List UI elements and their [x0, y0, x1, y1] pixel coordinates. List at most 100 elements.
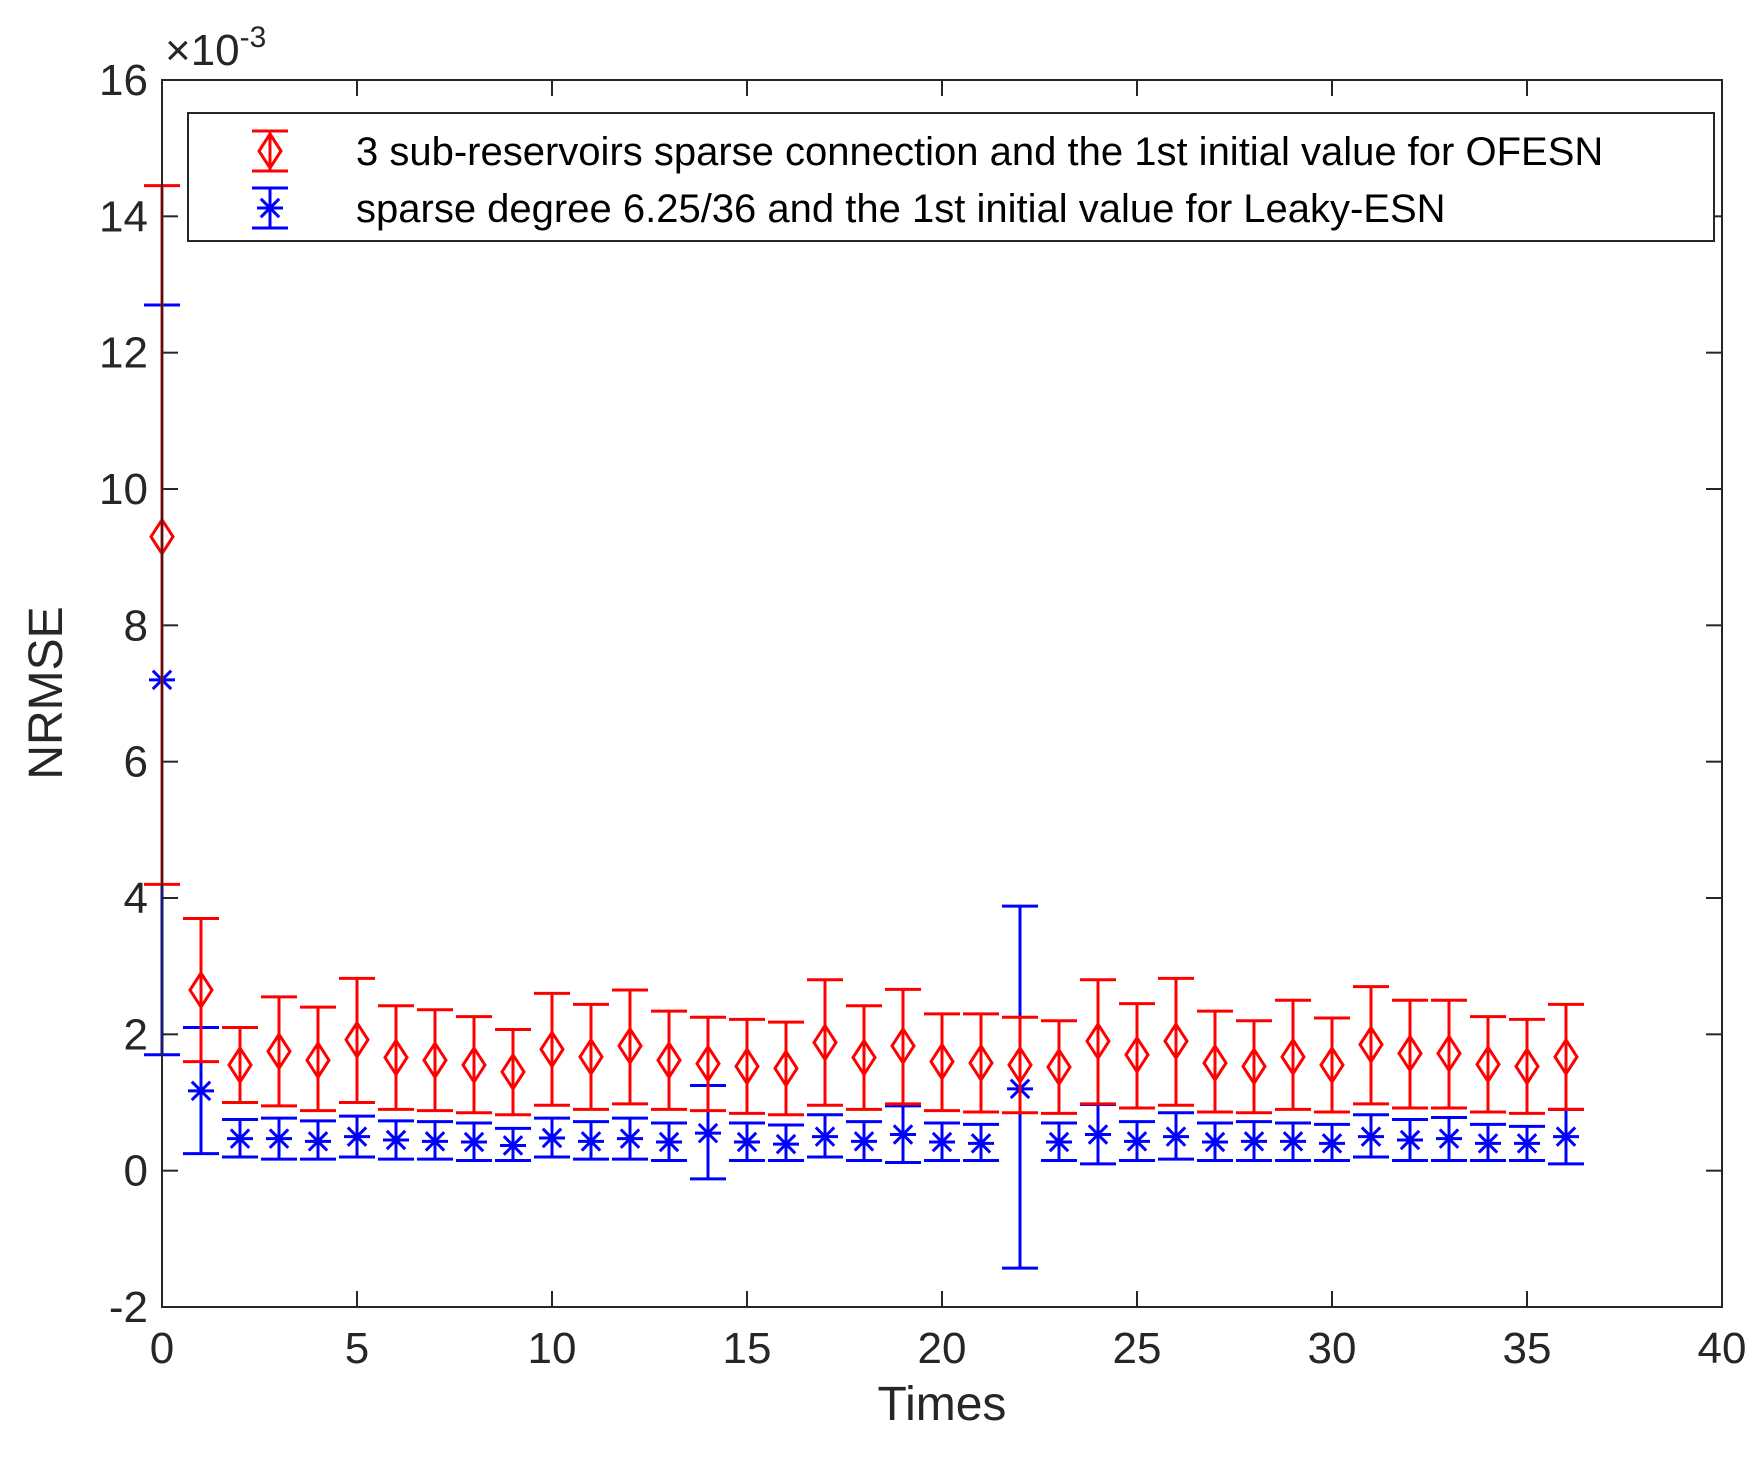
data-point-asterisk: [188, 1077, 214, 1104]
y-tick-label: 10: [99, 465, 148, 514]
data-point-group: [534, 1116, 570, 1159]
data-point-group: [729, 1121, 765, 1162]
data-point-diamond: [1358, 1024, 1384, 1065]
data-point-group: [261, 995, 297, 1108]
y-tick-label: 4: [124, 874, 148, 923]
data-point-group: [846, 1004, 882, 1111]
data-point-diamond: [890, 1026, 916, 1066]
data-point-group: [222, 1118, 258, 1159]
data-point-diamond: [266, 1031, 292, 1072]
data-point-group: [495, 1126, 531, 1162]
data-point-group: [222, 1026, 258, 1104]
data-point-group: [768, 1020, 804, 1117]
data-point-diamond: [968, 1043, 994, 1083]
legend-label-ofesn: 3 sub-reservoirs sparse connection and t…: [356, 130, 1603, 174]
y-axis-title: NRMSE: [20, 606, 73, 779]
x-tick-label: 15: [723, 1324, 772, 1373]
data-point-group: [534, 991, 570, 1107]
data-point-asterisk: [1475, 1130, 1501, 1157]
data-point-group: [651, 1121, 687, 1162]
data-point-diamond: [1553, 1037, 1579, 1077]
y-tick-label: 14: [99, 192, 148, 241]
data-point-diamond: [773, 1048, 799, 1089]
y-tick-label: 16: [99, 56, 148, 105]
y-tick-label: 6: [124, 738, 148, 787]
data-point-group: [1197, 1121, 1233, 1162]
x-tick-label: 40: [1698, 1324, 1747, 1373]
data-point-diamond: [1475, 1044, 1501, 1085]
data-point-diamond: [383, 1037, 409, 1078]
data-point-group: [1353, 1113, 1389, 1159]
data-point-diamond: [812, 1022, 838, 1063]
data-point-group: [807, 1113, 843, 1159]
data-point-group: [1431, 998, 1467, 1110]
data-point-diamond: [1319, 1045, 1345, 1085]
data-point-diamond: [617, 1026, 643, 1066]
data-point-diamond: [422, 1040, 448, 1080]
legend-symbol-leaky-esn: [252, 186, 288, 230]
plot-frame: [161, 79, 1723, 1308]
data-point-asterisk: [1397, 1126, 1423, 1153]
data-point-diamond: [188, 970, 214, 1010]
data-point-group: [261, 1116, 297, 1161]
data-point-asterisk: [1241, 1128, 1267, 1155]
data-point-group: [1314, 1122, 1350, 1162]
data-point-group: [690, 1015, 726, 1113]
data-point-group: [300, 1119, 336, 1161]
data-point-group: [612, 1116, 648, 1161]
data-point-group: [924, 1121, 960, 1162]
data-point-group: [495, 1028, 531, 1117]
data-point-diamond: [305, 1040, 331, 1080]
data-point-asterisk: [422, 1128, 448, 1155]
data-point-asterisk: [1553, 1123, 1579, 1150]
data-point-group: [183, 916, 219, 1064]
y-tick-label: 8: [124, 601, 148, 650]
data-point-diamond: [695, 1043, 721, 1084]
data-point-asterisk: [695, 1120, 721, 1147]
data-point-group: [1470, 1122, 1506, 1162]
data-point-group: [573, 1002, 609, 1111]
data-point-group: [885, 1104, 921, 1164]
data-point-group: [573, 1120, 609, 1161]
data-point-diamond: [1397, 1033, 1423, 1074]
data-point-asterisk: [257, 195, 283, 221]
data-point-group: [1548, 1002, 1584, 1111]
data-point-diamond: [1163, 1021, 1189, 1061]
data-point-group: [1041, 1019, 1077, 1115]
y-tick-label: 2: [124, 1010, 148, 1059]
data-point-group: [1158, 1111, 1194, 1161]
data-point-group: [612, 988, 648, 1106]
data-point-diamond: [1514, 1046, 1540, 1087]
data-point-group: [1392, 1118, 1428, 1162]
data-point-group: [1509, 1017, 1545, 1115]
data-point-group: [1275, 998, 1311, 1111]
data-point-diamond: [1124, 1035, 1150, 1075]
legend-box: [187, 112, 1715, 242]
data-point-diamond: [1241, 1046, 1267, 1087]
data-point-group: [1119, 1002, 1155, 1110]
data-point-asterisk: [1358, 1123, 1384, 1150]
y-tick-label: 12: [99, 329, 148, 378]
data-point-group: [963, 1122, 999, 1162]
data-point-group: [339, 1114, 375, 1159]
data-point-group: [1158, 976, 1194, 1107]
data-point-group: [417, 1008, 453, 1113]
data-point-diamond: [257, 131, 283, 171]
data-point-group: [1353, 985, 1389, 1106]
data-point-group: [885, 987, 921, 1106]
x-tick-label: 10: [528, 1324, 577, 1373]
data-point-group: [768, 1123, 804, 1162]
x-tick-label: 25: [1113, 1324, 1162, 1373]
y-tick-label: -2: [109, 1283, 148, 1332]
data-point-asterisk: [1124, 1128, 1150, 1155]
data-point-asterisk: [929, 1129, 955, 1156]
data-point-group: [807, 978, 843, 1107]
data-point-diamond: [851, 1037, 877, 1078]
data-point-diamond: [734, 1046, 760, 1087]
data-point-diamond: [656, 1040, 682, 1080]
data-point-diamond: [929, 1041, 955, 1082]
data-point-asterisk: [1085, 1121, 1111, 1148]
data-point-diamond: [1280, 1037, 1306, 1077]
data-point-asterisk: [539, 1124, 565, 1151]
